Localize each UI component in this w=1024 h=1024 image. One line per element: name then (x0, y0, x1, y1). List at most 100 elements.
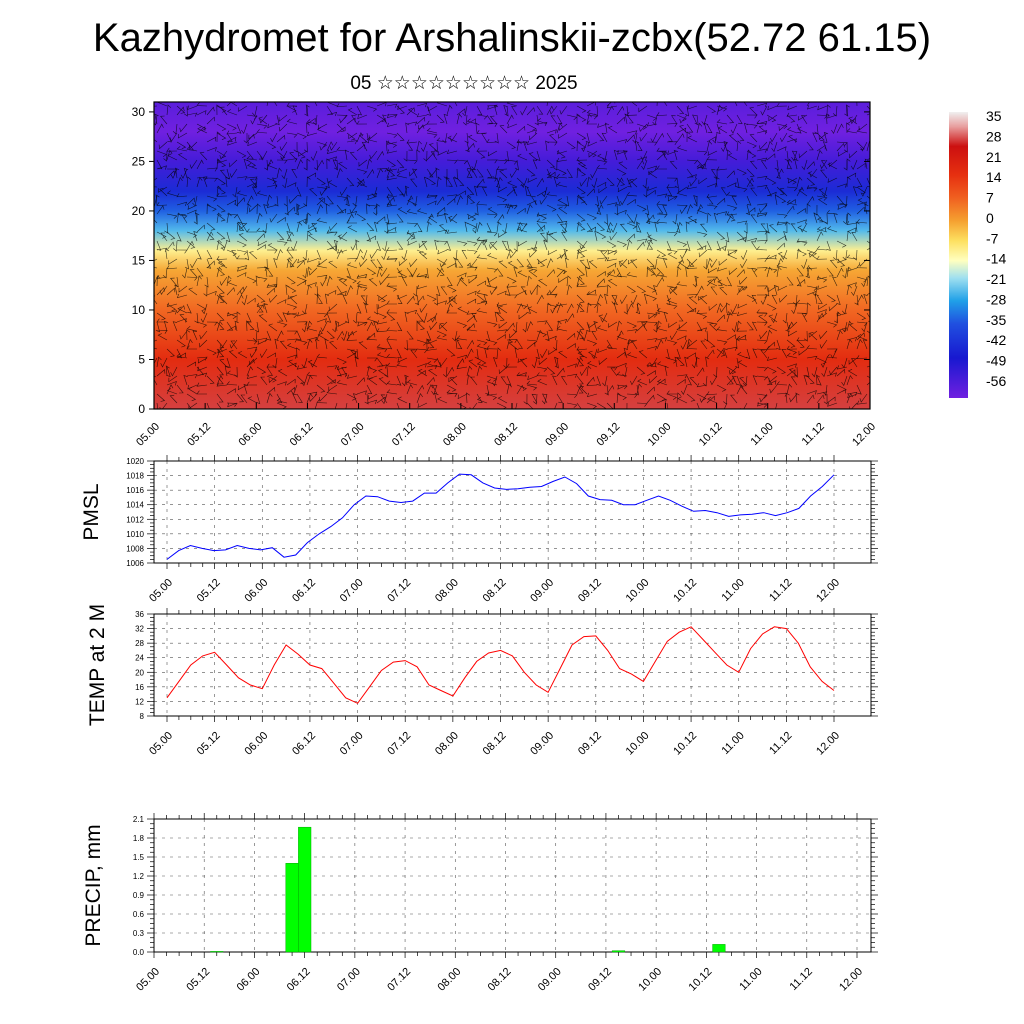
x-tick-label: 11.00 (719, 730, 746, 757)
x-tick-label: 10.12 (687, 966, 715, 994)
y-tick-label: 1018 (126, 472, 144, 481)
x-tick-label: 11.00 (719, 577, 746, 604)
y-tick-label: 1020 (126, 457, 144, 466)
x-tick-label: 07.00 (338, 730, 366, 758)
grid-lines (154, 460, 871, 564)
x-tick-label: 10.00 (636, 966, 664, 994)
precip-bar (712, 944, 726, 953)
precip-bar (210, 951, 224, 953)
cross-section-field (154, 102, 870, 409)
pmsl-line (166, 473, 835, 560)
x-tick-label: 10.12 (671, 577, 699, 605)
y-tick-label: 20 (132, 204, 146, 218)
x-tick-label: 05.00 (147, 730, 175, 758)
y-tick-label: 20 (135, 668, 144, 677)
y-tick-label: 1010 (126, 530, 144, 539)
x-tick-label: 05.12 (184, 966, 212, 994)
x-tick-label: 07.12 (385, 577, 413, 605)
y-axis-label: TEMP at 2 M (86, 604, 109, 726)
x-tick-label: 08.12 (486, 966, 514, 994)
y-tick-label: 2.1 (133, 815, 145, 824)
precip-bar (611, 950, 626, 953)
panel-frame (153, 460, 872, 564)
colorbar: 35 28 21 14 7 0 -7 -14 -21 -28 -35 -42 -49 -56 (949, 108, 1006, 398)
y-tick-label: 10 (132, 303, 146, 317)
x-tick-label: 09.00 (536, 966, 564, 994)
x-tick-label: 12.00 (837, 966, 865, 994)
x-tick-label: 12.00 (850, 421, 878, 449)
y-tick-label: 8 (140, 712, 145, 721)
y-tick-label: 1.2 (133, 872, 145, 881)
x-tick-label: 07.12 (385, 730, 413, 758)
y-tick-label: 0.0 (133, 948, 145, 957)
precip-panel: 0.0 0.3 0.6 0.9 1.2 1.5 1.8 2.1 05.00 05.12 06.00 0… (82, 813, 878, 994)
y-tick-label: 30 (132, 105, 146, 119)
wind-barbs (154, 102, 870, 409)
y-tick-label: 0.3 (133, 929, 145, 938)
y-tick-label: 0 (138, 402, 145, 416)
y-axis-label: PRECIP, mm (82, 824, 105, 946)
x-tick-label: 10.00 (624, 577, 652, 605)
colorbar-label: -14 (986, 251, 1006, 267)
colorbar-label: -35 (986, 312, 1006, 328)
x-tick-label: 07.12 (390, 421, 418, 449)
x-tick-label: 09.12 (594, 421, 622, 449)
y-tick-label: 1016 (126, 486, 144, 495)
x-tick-label: 09.12 (576, 730, 604, 758)
y-axis-label: PMSL (80, 483, 103, 540)
x-tick-label: 06.12 (288, 421, 316, 449)
x-tick-label: 10.00 (646, 421, 674, 449)
y-tick-label: 5 (138, 352, 145, 366)
colorbar-label: 14 (986, 169, 1002, 185)
x-tick-label: 06.00 (235, 966, 263, 994)
y-tick-label: 16 (135, 683, 144, 692)
x-tick-label: 11.00 (748, 421, 775, 448)
y-tick-label: 1012 (126, 515, 144, 524)
y-tick-label: 0.9 (133, 891, 145, 900)
colorbar-label: -49 (986, 353, 1006, 369)
x-tick-label: 11.00 (737, 966, 764, 993)
y-tick-label: 15 (132, 253, 146, 267)
cross-section-panel: 0 5 10 15 20 25 30 05.00 05.12 06.00 06.12 07.00 07.… (132, 101, 878, 449)
colorbar-label: 21 (986, 149, 1002, 165)
colorbar-label: 28 (986, 128, 1002, 144)
y-tick-label: 1006 (126, 559, 144, 568)
x-tick-label: 06.00 (242, 730, 270, 758)
x-tick-label: 11.12 (767, 577, 794, 604)
page-title: Kazhydromet for Arshalinskii-zcbx(52.72 … (92, 16, 932, 60)
x-tick-label: 05.00 (134, 421, 162, 449)
x-tick-label: 10.12 (671, 730, 699, 758)
y-tick-label: 32 (135, 625, 144, 634)
x-tick-label: 05.12 (185, 421, 213, 449)
x-tick-label: 05.00 (147, 577, 175, 605)
x-tick-label: 07.12 (385, 966, 413, 994)
x-tick-label: 09.00 (528, 730, 556, 758)
x-tick-label: 08.12 (481, 577, 509, 605)
x-tick-label: 12.00 (814, 730, 842, 758)
colorbar-label: -21 (986, 271, 1006, 287)
temp-line (166, 626, 835, 704)
y-tick-label: 28 (135, 639, 144, 648)
x-tick-label: 10.12 (697, 421, 725, 449)
panel-frame (153, 818, 872, 953)
x-tick-label: 08.00 (433, 577, 461, 605)
x-tick-label: 06.00 (236, 421, 264, 449)
x-tick-label: 06.12 (285, 966, 313, 994)
page-subtitle: 05 ☆☆☆☆☆☆☆☆☆ 2025 (350, 73, 578, 94)
y-tick-label: 1.5 (133, 853, 145, 862)
x-tick-label: 09.00 (528, 577, 556, 605)
x-tick-label: 08.00 (435, 966, 463, 994)
colorbar-label: 0 (986, 210, 994, 226)
y-tick-label: 1014 (126, 501, 144, 510)
colorbar-label: -56 (986, 373, 1006, 389)
y-tick-label: 12 (135, 697, 144, 706)
x-tick-label: 06.12 (290, 730, 318, 758)
x-tick-label: 09.12 (576, 577, 604, 605)
pmsl-panel: 1006 1008 1010 1012 1014 1016 1018 1020 05.00 05.… (80, 455, 878, 605)
colorbar-label: -42 (986, 332, 1006, 348)
y-tick-label: 1008 (126, 544, 144, 553)
x-tick-label: 06.00 (242, 577, 270, 605)
x-tick-label: 05.12 (195, 577, 223, 605)
x-tick-label: 08.12 (481, 730, 509, 758)
